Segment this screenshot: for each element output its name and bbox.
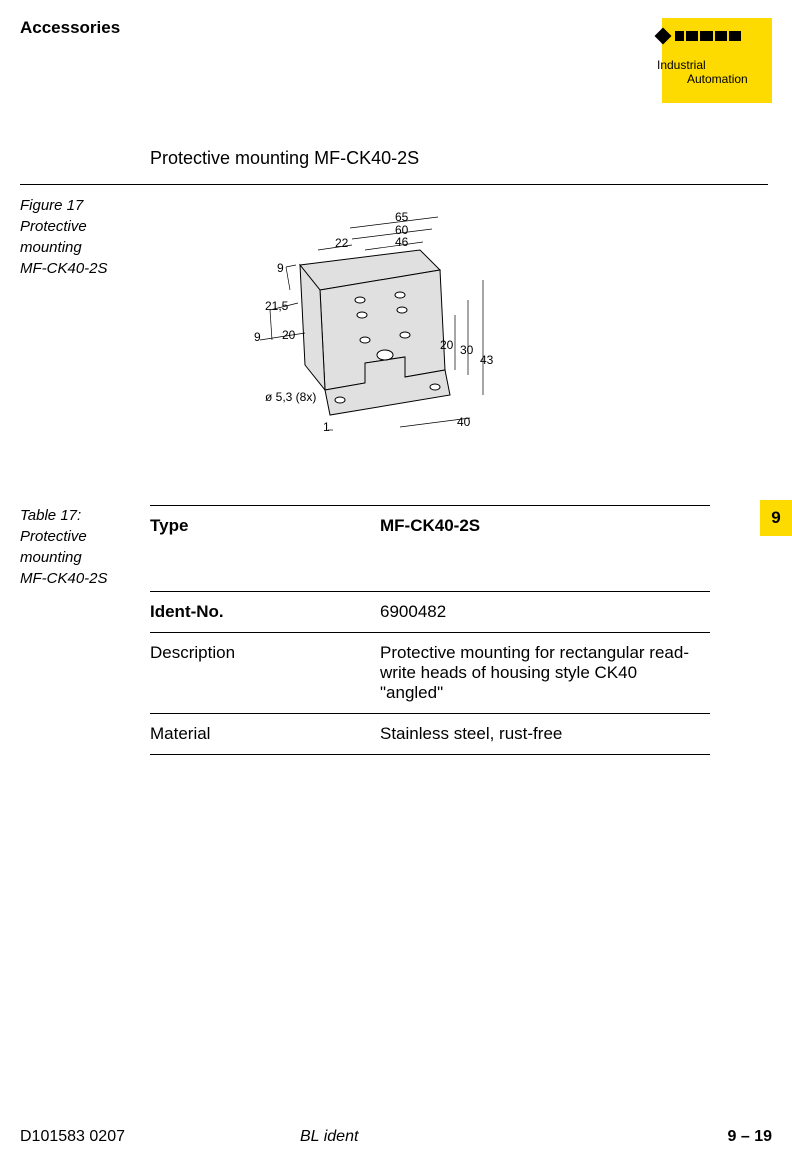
footer-right: 9 – 19 [728, 1128, 772, 1146]
spec-value-description: Protective mounting for rectangular read… [380, 643, 710, 703]
table-caption: Table 17: Protective mounting MF-CK40-2S [20, 505, 150, 755]
spec-row-description: Description Protective mounting for rect… [150, 633, 710, 714]
figure-caption-line: mounting [20, 237, 150, 258]
dim-40: 40 [457, 415, 470, 429]
chapter-tab: 9 [760, 500, 792, 536]
spec-row-material: Material Stainless steel, rust-free [150, 714, 710, 755]
dim-21-5: 21,5 [265, 299, 288, 313]
spec-row-type: Type MF-CK40-2S [150, 505, 710, 591]
logo-wordmark [657, 30, 741, 42]
logo-tagline: Industrial Automation [657, 58, 748, 87]
dim-20a: 20 [282, 328, 295, 342]
dim-46: 46 [395, 235, 408, 249]
spec-value-ident: 6900482 [380, 602, 710, 622]
header-title: Accessories [20, 18, 120, 38]
spec-label-ident: Ident-No. [150, 602, 380, 622]
table-caption-line: mounting [20, 547, 150, 568]
table-block: Table 17: Protective mounting MF-CK40-2S… [20, 505, 792, 755]
spec-value-type: MF-CK40-2S [380, 516, 710, 536]
dim-1: 1 [323, 420, 330, 434]
table-caption-line: MF-CK40-2S [20, 568, 150, 589]
footer-center: BL ident [300, 1128, 358, 1146]
logo-text-line2: Automation [687, 72, 748, 86]
dim-30: 30 [460, 343, 473, 357]
spec-label-material: Material [150, 724, 380, 744]
spec-row-ident: Ident-No. 6900482 [150, 591, 710, 633]
spec-value-material: Stainless steel, rust-free [380, 724, 710, 744]
figure-caption: Figure 17 Protective mounting MF-CK40-2S [20, 195, 150, 475]
figure-caption-line: Figure 17 [20, 195, 150, 216]
spec-table: Type MF-CK40-2S Ident-No. 6900482 Descri… [150, 505, 710, 755]
dim-20b: 20 [440, 338, 453, 352]
section-title: Protective mounting MF-CK40-2S [150, 148, 792, 169]
dim-65: 65 [395, 210, 408, 224]
spec-label-type: Type [150, 516, 380, 536]
logo-diamond-icon [655, 28, 672, 45]
dim-9b: 9 [254, 330, 261, 344]
page-footer: D101583 0207 BL ident 9 – 19 [20, 1128, 772, 1146]
figure-caption-line: MF-CK40-2S [20, 258, 150, 279]
footer-left: D101583 0207 [20, 1128, 125, 1146]
table-caption-line: Table 17: [20, 505, 150, 526]
bracket-svg [210, 195, 530, 455]
figure-area: 65 60 22 46 9 21,5 9 20 20 30 43 40 1 ø … [150, 195, 768, 475]
dim-43: 43 [480, 353, 493, 367]
spec-label-description: Description [150, 643, 380, 703]
turck-logo: Industrial Automation [632, 18, 772, 108]
bracket-diagram: 65 60 22 46 9 21,5 9 20 20 30 43 40 1 ø … [210, 195, 530, 455]
table-caption-line: Protective [20, 526, 150, 547]
logo-text-line1: Industrial [657, 58, 748, 72]
figure-caption-line: Protective [20, 216, 150, 237]
figure-block: Figure 17 Protective mounting MF-CK40-2S [20, 184, 768, 475]
page-header: Accessories Industrial Automation [0, 0, 792, 108]
dim-9a: 9 [277, 261, 284, 275]
dim-hole: ø 5,3 (8x) [265, 390, 316, 404]
dim-22: 22 [335, 236, 348, 250]
